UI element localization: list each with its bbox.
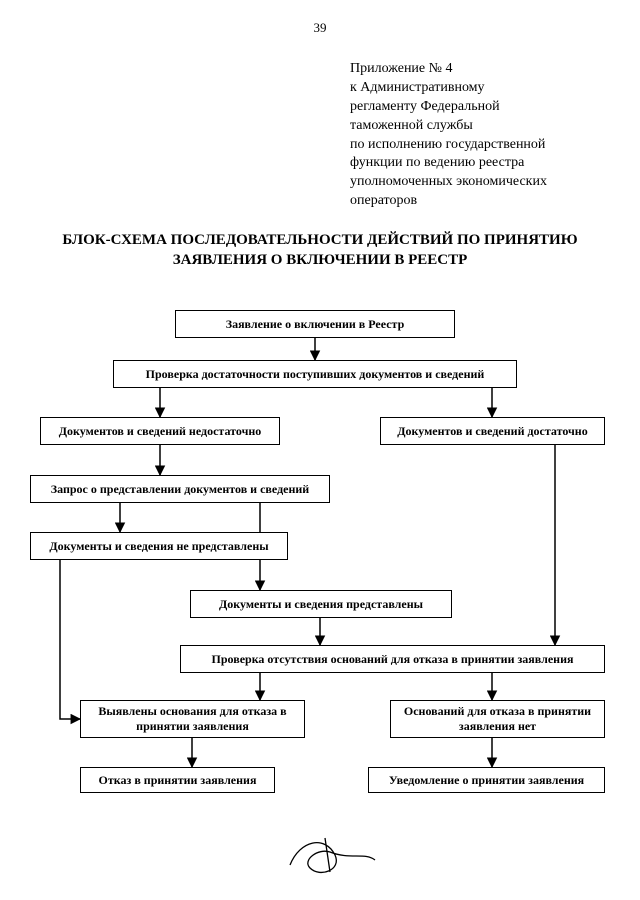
flowchart-node: Отказ в принятии заявления bbox=[80, 767, 275, 793]
signature-icon bbox=[280, 830, 380, 880]
title-line2: ЗАЯВЛЕНИЯ О ВКЛЮЧЕНИИ В РЕЕСТР bbox=[10, 250, 630, 270]
appendix-line: регламенту Федеральной bbox=[350, 98, 610, 117]
title-line1: БЛОК-СХЕМА ПОСЛЕДОВАТЕЛЬНОСТИ ДЕЙСТВИЙ П… bbox=[10, 230, 630, 250]
appendix-line: по исполнению государственной bbox=[350, 136, 610, 155]
flowchart-node: Уведомление о принятии заявления bbox=[368, 767, 605, 793]
page-title: БЛОК-СХЕМА ПОСЛЕДОВАТЕЛЬНОСТИ ДЕЙСТВИЙ П… bbox=[10, 230, 630, 271]
appendix-line: функции по ведению реестра bbox=[350, 154, 610, 173]
appendix-line: операторов bbox=[350, 192, 610, 211]
appendix-line: Приложение № 4 bbox=[350, 60, 610, 79]
flowchart-node: Документы и сведения представлены bbox=[190, 590, 452, 618]
flowchart-node: Документов и сведений недостаточно bbox=[40, 417, 280, 445]
flowchart-node: Проверка отсутствия оснований для отказа… bbox=[180, 645, 605, 673]
flowchart-node: Оснований для отказа в принятии заявлени… bbox=[390, 700, 605, 738]
appendix-line: к Административному bbox=[350, 79, 610, 98]
flowchart-node: Запрос о представлении документов и свед… bbox=[30, 475, 330, 503]
appendix-line: уполномоченных экономических bbox=[350, 173, 610, 192]
appendix-line: таможенной службы bbox=[350, 117, 610, 136]
appendix-block: Приложение № 4 к Административному регла… bbox=[350, 60, 610, 211]
flowchart: Заявление о включении в Реестр Проверка д… bbox=[0, 300, 640, 860]
page-number: 39 bbox=[0, 20, 640, 36]
flowchart-node: Заявление о включении в Реестр bbox=[175, 310, 455, 338]
flowchart-node: Проверка достаточности поступивших докум… bbox=[113, 360, 517, 388]
flowchart-edge bbox=[60, 560, 80, 719]
flowchart-node: Документов и сведений достаточно bbox=[380, 417, 605, 445]
flowchart-node: Документы и сведения не представлены bbox=[30, 532, 288, 560]
flowchart-node: Выявлены основания для отказа в принятии… bbox=[80, 700, 305, 738]
